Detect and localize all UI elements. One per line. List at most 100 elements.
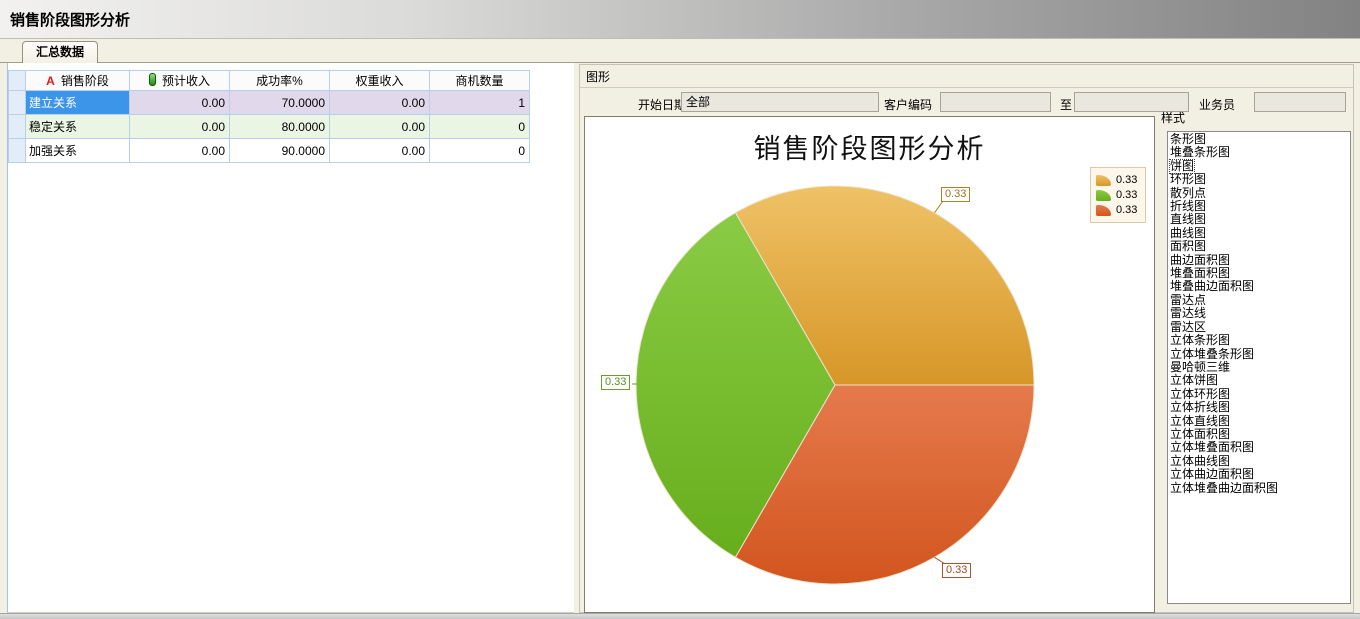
slice-value-callout-orange: 0.33 — [941, 187, 971, 202]
style-list-item[interactable]: 曲线图 — [1170, 225, 1207, 240]
style-list-item[interactable]: 曲边面积图 — [1170, 252, 1231, 267]
cell-stage[interactable]: 加强关系 — [25, 138, 130, 163]
cell-count[interactable]: 0 — [429, 114, 530, 139]
cell-success[interactable]: 90.0000 — [229, 138, 330, 163]
cell-stage[interactable]: 稳定关系 — [25, 114, 130, 139]
style-list-item[interactable]: 立体环形图 — [1170, 386, 1231, 401]
header-success[interactable]: 成功率% — [229, 70, 330, 91]
legend-entry: 0.33 — [1096, 204, 1140, 216]
style-list-item[interactable]: 折线图 — [1170, 199, 1207, 214]
to-label: 至 — [1059, 98, 1072, 112]
green-pill-icon — [148, 73, 156, 86]
style-list-item[interactable]: 条形图 — [1170, 132, 1207, 146]
customer-code-to-field[interactable] — [1074, 92, 1189, 112]
group-separator — [580, 87, 1353, 88]
callout-line-red — [934, 556, 946, 565]
pie-slice-icon — [1096, 174, 1111, 186]
cell-success[interactable]: 80.0000 — [229, 114, 330, 139]
style-list-item[interactable]: 雷达线 — [1170, 306, 1207, 321]
sort-a-icon: A — [46, 74, 55, 88]
style-list-item[interactable]: 散列点 — [1170, 185, 1207, 200]
cell-count[interactable]: 1 — [429, 90, 530, 115]
pie-slice-icon — [1096, 204, 1111, 216]
legend-entry: 0.33 — [1096, 189, 1140, 201]
slice-value-callout-red: 0.33 — [942, 563, 972, 578]
style-list-item[interactable]: 立体堆叠面积图 — [1170, 440, 1255, 455]
header-stage[interactable]: A 销售阶段 — [25, 70, 130, 91]
cell-weighted[interactable]: 0.00 — [329, 138, 430, 163]
page-title: 销售阶段图形分析 — [10, 12, 131, 29]
summary-grid-panel: A 销售阶段 预计收入 成功率% 权重收入 商机数量 建立关系 0.00 70.000… — [7, 63, 574, 613]
style-list-item[interactable]: 立体堆叠曲边面积图 — [1170, 480, 1279, 495]
cell-success[interactable]: 70.0000 — [229, 90, 330, 115]
header-count[interactable]: 商机数量 — [429, 70, 530, 91]
cell-count[interactable]: 0 — [429, 138, 530, 163]
header-expected[interactable]: 预计收入 — [129, 70, 230, 91]
table-row[interactable]: 建立关系 0.00 70.0000 0.00 1 — [8, 90, 530, 115]
graph-group-label: 图形 — [586, 70, 611, 84]
header-weighted[interactable]: 权重收入 — [329, 70, 430, 91]
callout-line-orange — [934, 200, 944, 213]
table-row[interactable]: 加强关系 0.00 90.0000 0.00 0 — [8, 138, 530, 163]
style-group-label: 样式 — [1161, 111, 1186, 125]
style-list-item[interactable]: 立体折线图 — [1170, 400, 1231, 415]
style-list-item[interactable]: 雷达区 — [1170, 319, 1207, 334]
pie-slice-icon — [1096, 189, 1111, 201]
row-indicator-cell[interactable] — [8, 114, 26, 139]
cell-weighted[interactable]: 0.00 — [329, 90, 430, 115]
style-list-item[interactable]: 环形图 — [1170, 172, 1207, 187]
style-list-item[interactable]: 堆叠面积图 — [1170, 266, 1231, 281]
pie-slice[interactable] — [734, 185, 1035, 386]
window-bottom-edge — [0, 613, 1360, 619]
cell-expected[interactable]: 0.00 — [129, 114, 230, 139]
style-list-item[interactable]: 面积图 — [1170, 239, 1207, 254]
title-bar: 销售阶段图形分析 — [0, 0, 1360, 39]
table-body: 建立关系 0.00 70.0000 0.00 1 稳定关系 0.00 80.0000 0.00 0… — [8, 90, 530, 163]
style-list-item[interactable]: 堆叠条形图 — [1170, 145, 1231, 160]
customer-code-field[interactable] — [940, 92, 1051, 112]
salesperson-label: 业务员 — [1198, 98, 1235, 112]
cell-expected[interactable]: 0.00 — [129, 90, 230, 115]
cell-weighted[interactable]: 0.00 — [329, 114, 430, 139]
style-list-item[interactable]: 立体曲边面积图 — [1170, 467, 1255, 482]
header-indicator-cell[interactable] — [8, 70, 26, 91]
style-list-item[interactable]: 立体条形图 — [1170, 333, 1231, 348]
style-list-item[interactable]: 堆叠曲边面积图 — [1170, 279, 1255, 294]
style-list-item[interactable]: 立体面积图 — [1170, 426, 1231, 441]
row-indicator-cell[interactable] — [8, 138, 26, 163]
style-list-item[interactable]: 饼图 — [1168, 158, 1196, 175]
style-list-item[interactable]: 立体堆叠条形图 — [1170, 346, 1255, 361]
legend-value: 0.33 — [1116, 189, 1138, 201]
graph-group-box: 图形 开始日期 全部 客户编码 至 业务员 销售阶段图形分析 0.33 0.33… — [579, 64, 1354, 613]
chart-canvas: 销售阶段图形分析 0.33 0.33 0.33 0.33 0.33 0.33 — [584, 116, 1155, 613]
legend-value: 0.33 — [1116, 174, 1138, 186]
style-list-item[interactable]: 立体直线图 — [1170, 413, 1231, 428]
cell-expected[interactable]: 0.00 — [129, 138, 230, 163]
start-date-label: 开始日期 — [638, 98, 687, 112]
pie-chart — [632, 185, 1035, 585]
chart-title: 销售阶段图形分析 — [753, 134, 986, 165]
style-list-item[interactable]: 雷达点 — [1170, 292, 1207, 307]
style-list-item[interactable]: 直线图 — [1170, 212, 1207, 227]
cell-stage[interactable]: 建立关系 — [25, 90, 130, 115]
table-row[interactable]: 稳定关系 0.00 80.0000 0.00 0 — [8, 114, 530, 139]
legend-value: 0.33 — [1116, 204, 1138, 216]
table-header-row: A 销售阶段 预计收入 成功率% 权重收入 商机数量 — [8, 70, 530, 91]
tab-strip: 汇总数据 — [0, 39, 1360, 63]
pie-slice[interactable] — [635, 212, 836, 558]
row-indicator-cell[interactable] — [8, 90, 26, 115]
style-list-item[interactable]: 立体曲线图 — [1170, 453, 1231, 468]
sales-stage-table: A 销售阶段 预计收入 成功率% 权重收入 商机数量 建立关系 0.00 70.000… — [8, 70, 530, 163]
chart-legend: 0.33 0.33 0.33 — [1090, 167, 1146, 223]
start-date-field[interactable]: 全部 — [681, 92, 879, 112]
salesperson-field[interactable] — [1254, 92, 1346, 112]
style-list-item[interactable]: 曼哈顿三维 — [1170, 359, 1231, 374]
chart-style-listbox[interactable]: 条形图 堆叠条形图 饼图 环形图 散列点 折线图 直线图 曲线图 面积图 曲边面积图 堆叠面积图 堆叠… — [1167, 131, 1351, 604]
slice-value-callout-green: 0.33 — [601, 375, 631, 390]
pie-slice[interactable] — [734, 384, 1035, 585]
customer-code-label: 客户编码 — [884, 98, 933, 112]
style-list-item[interactable]: 立体饼图 — [1170, 373, 1219, 388]
tab-summary-data[interactable]: 汇总数据 — [22, 41, 99, 63]
legend-entry: 0.33 — [1096, 174, 1140, 186]
